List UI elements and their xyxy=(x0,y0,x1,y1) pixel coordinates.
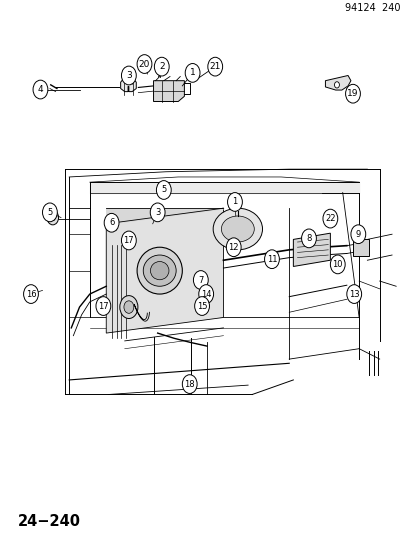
Circle shape xyxy=(185,63,199,82)
Circle shape xyxy=(121,231,136,250)
Circle shape xyxy=(182,375,197,393)
Polygon shape xyxy=(106,208,223,333)
Text: 5: 5 xyxy=(161,185,166,195)
Circle shape xyxy=(227,192,242,211)
Circle shape xyxy=(24,285,38,303)
Circle shape xyxy=(193,271,208,289)
Text: 8: 8 xyxy=(306,234,311,243)
Circle shape xyxy=(154,57,169,76)
Circle shape xyxy=(123,301,133,313)
FancyBboxPatch shape xyxy=(352,239,368,256)
Text: 24−240: 24−240 xyxy=(18,514,81,529)
Text: 4: 4 xyxy=(38,85,43,94)
Circle shape xyxy=(96,297,111,316)
Text: 17: 17 xyxy=(123,236,134,245)
Ellipse shape xyxy=(221,216,254,242)
Text: 14: 14 xyxy=(200,289,211,298)
Text: 18: 18 xyxy=(184,379,195,389)
Circle shape xyxy=(322,209,337,228)
Text: 20: 20 xyxy=(138,60,150,69)
Text: 6: 6 xyxy=(109,218,114,227)
Text: 94124  240: 94124 240 xyxy=(344,3,399,13)
Text: 12: 12 xyxy=(228,243,238,252)
Polygon shape xyxy=(153,80,184,101)
Text: 3: 3 xyxy=(126,71,131,80)
Circle shape xyxy=(334,82,339,88)
Text: 11: 11 xyxy=(266,255,277,264)
Ellipse shape xyxy=(137,247,182,294)
Circle shape xyxy=(207,57,222,76)
Text: 1: 1 xyxy=(232,197,237,206)
Circle shape xyxy=(346,285,361,303)
Circle shape xyxy=(150,203,165,222)
Circle shape xyxy=(301,229,316,248)
Text: 15: 15 xyxy=(196,302,207,311)
Text: 3: 3 xyxy=(154,208,160,217)
Circle shape xyxy=(350,225,365,244)
Ellipse shape xyxy=(213,208,262,250)
Circle shape xyxy=(43,203,57,222)
Text: 10: 10 xyxy=(332,260,342,269)
Text: 1: 1 xyxy=(189,68,195,77)
Text: 21: 21 xyxy=(209,62,221,71)
Text: 2: 2 xyxy=(159,62,164,71)
Circle shape xyxy=(198,285,213,303)
Circle shape xyxy=(33,80,48,99)
Ellipse shape xyxy=(150,262,169,280)
Text: 16: 16 xyxy=(26,289,36,298)
Circle shape xyxy=(50,214,55,221)
Circle shape xyxy=(47,211,58,225)
Polygon shape xyxy=(325,76,350,90)
Circle shape xyxy=(119,296,138,319)
Polygon shape xyxy=(120,69,136,92)
Circle shape xyxy=(345,84,359,103)
Text: 7: 7 xyxy=(198,276,203,285)
Text: 5: 5 xyxy=(47,208,52,217)
Circle shape xyxy=(137,55,152,74)
Text: 19: 19 xyxy=(347,89,358,98)
Ellipse shape xyxy=(143,255,176,286)
Circle shape xyxy=(264,250,279,269)
Circle shape xyxy=(330,255,344,274)
Polygon shape xyxy=(293,233,330,266)
Text: 17: 17 xyxy=(98,302,109,311)
Circle shape xyxy=(194,297,209,316)
Text: 13: 13 xyxy=(348,289,358,298)
Circle shape xyxy=(104,213,119,232)
Text: 22: 22 xyxy=(324,214,335,223)
Circle shape xyxy=(121,66,136,85)
Text: 9: 9 xyxy=(355,230,360,239)
Circle shape xyxy=(156,181,171,199)
Circle shape xyxy=(226,238,240,256)
